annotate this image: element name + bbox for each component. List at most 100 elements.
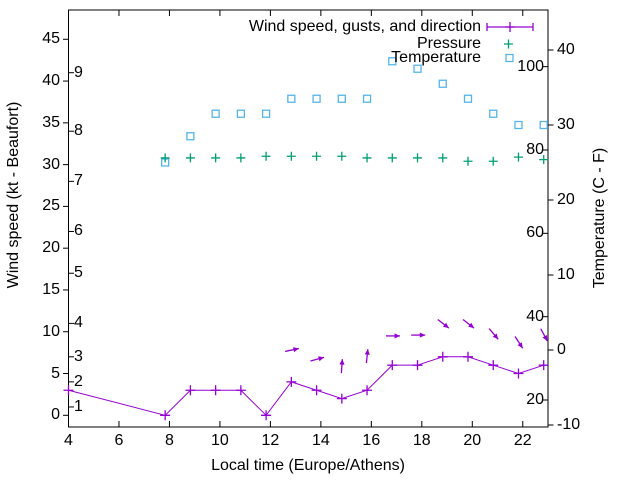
kt-tick-label: 5 [51, 364, 60, 382]
wind-speed-point [362, 385, 373, 396]
kt-tick-label: 10 [42, 322, 60, 340]
beaufort-tick-label: 2 [74, 372, 83, 390]
wind-speed-point [387, 360, 398, 371]
pressure-point [413, 153, 423, 163]
pressure-point [513, 152, 523, 162]
wind-direction-arrowhead [293, 347, 299, 353]
wind-speed-point [513, 368, 524, 379]
kt-tick-label: 0 [51, 406, 60, 424]
wind-speed-point [261, 410, 272, 421]
temperature-point [463, 94, 473, 103]
fahrenheit-tick-label: 60 [526, 224, 544, 242]
pressure-point [337, 151, 347, 161]
temperature-point [514, 120, 523, 130]
kt-tick-label: 25 [42, 197, 60, 215]
temperature-point [413, 64, 422, 73]
celsius-tick-label: 10 [557, 266, 575, 283]
x-axis-label: Local time (Europe/Athens) [211, 457, 405, 474]
beaufort-tick-label: 9 [74, 63, 83, 81]
beaufort-tick-label: 7 [74, 172, 83, 190]
temperature-point [186, 132, 195, 141]
temperature-point [539, 120, 548, 130]
legend-item-wind: Wind speed, gusts, and direction [181, 18, 481, 36]
wind-speed-point [412, 360, 423, 371]
temperature-point [438, 79, 447, 88]
beaufort-tick-label: 5 [74, 264, 83, 282]
pressure-point [185, 153, 195, 163]
wind-speed-point [488, 360, 499, 371]
legend-sample-pressure-marker [504, 39, 513, 49]
y-right-axis-label: Temperature (C - F) [591, 147, 608, 289]
kt-tick-label: 15 [42, 280, 60, 298]
legend-sample-wind-marker [505, 22, 515, 32]
beaufort-tick-label: 1 [74, 397, 83, 415]
wind-speed-point [538, 360, 549, 371]
wind-direction-arrowhead [468, 322, 475, 329]
fahrenheit-tick-label: 20 [526, 391, 544, 408]
temperature-point [287, 94, 296, 103]
y-left-axis-label: Wind speed (kt - Beaufort) [5, 101, 22, 289]
pressure-point [286, 151, 296, 161]
kt-tick-label: 40 [42, 72, 60, 90]
pressure-point [463, 156, 473, 166]
wind-speed-point [210, 385, 221, 396]
pressure-point [488, 156, 498, 166]
wind-speed-line [68, 356, 544, 417]
pressure-point [160, 153, 170, 163]
beaufort-tick-label: 6 [74, 222, 83, 240]
x-tick-label: 8 [164, 432, 174, 449]
legend-item-temperature: Temperature [181, 49, 481, 67]
wind-speed-point [336, 393, 347, 404]
temperature-point [236, 109, 246, 118]
x-tick-label: 18 [412, 432, 431, 449]
wind-direction-arrowhead [542, 335, 548, 342]
plot-border [68, 9, 549, 428]
x-tick-label: 20 [463, 432, 482, 449]
x-tick-label: 16 [362, 432, 381, 449]
pressure-point [539, 155, 549, 165]
wind-direction-arrowhead [419, 332, 426, 338]
pressure-point [211, 153, 221, 163]
fahrenheit-tick-label: 100 [517, 57, 544, 75]
celsius-tick-label: 0 [557, 341, 566, 358]
pressure-point [362, 153, 372, 163]
pressure-point [261, 151, 271, 161]
x-tick-label: 4 [64, 432, 73, 449]
wind-speed-point [63, 385, 74, 396]
temperature-point [211, 109, 220, 118]
temperature-point [362, 94, 372, 103]
wind-speed-point [437, 351, 448, 362]
pressure-point [236, 153, 246, 163]
beaufort-tick-label: 8 [74, 122, 83, 140]
wind-direction-arrowhead [318, 356, 325, 362]
pressure-point [387, 153, 397, 163]
beaufort-tick-label: 3 [74, 347, 83, 365]
beaufort-tick-label: 4 [74, 314, 83, 332]
pressure-point [312, 151, 322, 161]
temperature-point [261, 109, 271, 118]
wind-direction-arrowhead [442, 322, 449, 329]
kt-tick-label: 35 [42, 113, 60, 131]
temperature-point [388, 57, 397, 66]
wind-direction-arrowhead [364, 349, 370, 355]
wind-direction-arrowhead [517, 342, 523, 349]
temperature-point [489, 109, 498, 118]
fahrenheit-tick-label: 80 [526, 141, 544, 158]
legend-label-wind: Wind speed, gusts, and direction [248, 18, 481, 35]
celsius-tick-label: 40 [557, 41, 575, 58]
wind-speed-point [286, 376, 297, 387]
wind-direction-arrowhead [492, 333, 499, 340]
wind-direction-arrowhead [339, 359, 345, 365]
x-tick-label: 14 [311, 432, 330, 449]
legend-label-temperature: Temperature [391, 49, 481, 66]
celsius-tick-label: 30 [557, 116, 575, 133]
x-tick-label: 10 [211, 432, 229, 449]
legend-label-pressure: Pressure [416, 35, 481, 52]
wind-speed-point [462, 351, 473, 362]
wind-speed-point [185, 385, 196, 396]
fahrenheit-tick-label: 40 [526, 307, 544, 325]
temperature-point [312, 94, 321, 103]
wind-direction-arrowhead [394, 333, 400, 339]
